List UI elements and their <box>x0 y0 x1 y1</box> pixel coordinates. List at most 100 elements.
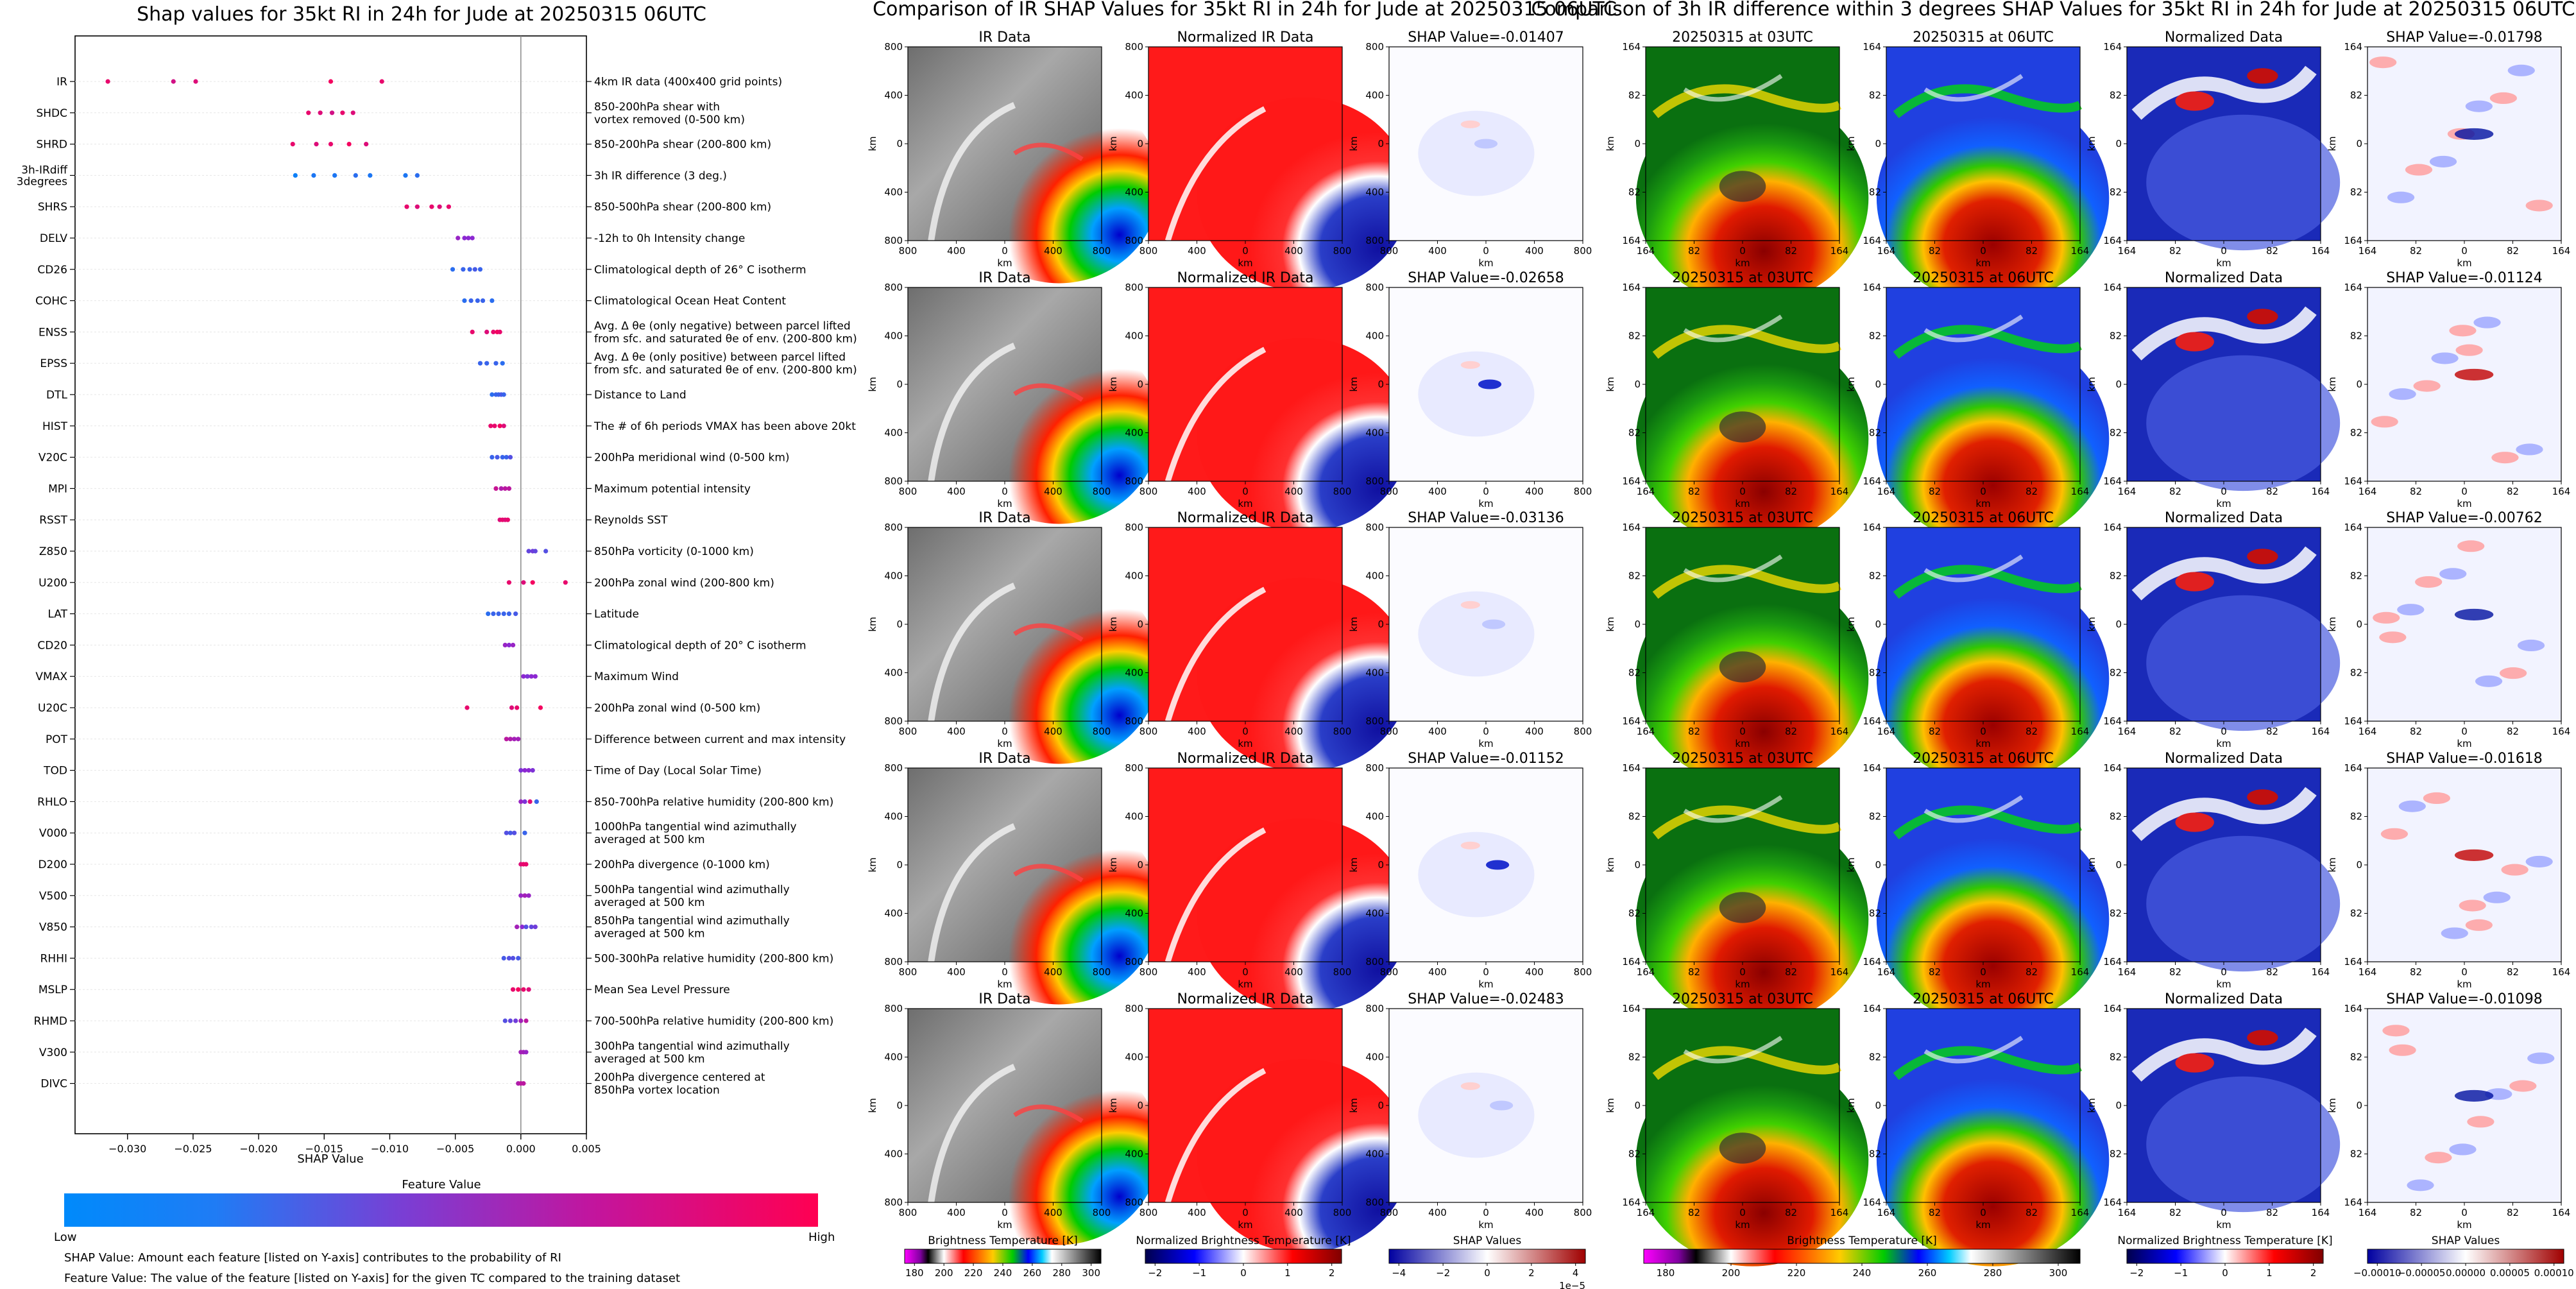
panel-x-tick-label: 164 <box>1830 726 1849 737</box>
panel-y-axis-label: km <box>1605 857 1616 872</box>
feature-description: Avg. Δ θe (only negative) between parcel… <box>594 320 851 332</box>
panel-y-tick-label: 164 <box>2344 1197 2362 1208</box>
feature-description: vortex removed (0-500 km) <box>594 114 745 126</box>
colorbar-tick-label: 240 <box>994 1267 1012 1279</box>
diffshap-patch <box>2499 667 2527 679</box>
shap-point <box>506 580 512 585</box>
panel-y-tick-label: 164 <box>1622 1197 1641 1208</box>
feature-label: V000 <box>39 827 67 840</box>
diffshap-patch <box>2387 191 2415 203</box>
diffshap-patch <box>2423 792 2451 805</box>
shap-point <box>492 423 497 429</box>
diff-white-band <box>1683 554 1783 583</box>
shap-point <box>521 1081 526 1086</box>
feature-description: 500hPa tangential wind azimuthally <box>594 884 790 896</box>
panel-y-tick-label: 400 <box>884 187 903 198</box>
diff-cold-core <box>1719 892 1766 923</box>
panel-x-axis-label: km <box>997 498 1012 509</box>
feature-description: Maximum Wind <box>594 670 679 683</box>
panel-y-tick-label: 82 <box>1628 570 1641 582</box>
panel-y-tick-label: 164 <box>1622 956 1641 968</box>
colorbar-tick-label: 1 <box>1284 1267 1291 1279</box>
irdiff-panel-title: SHAP Value=-0.01098 <box>2386 991 2543 1007</box>
shap-point <box>490 392 495 397</box>
panel-x-tick-label: 164 <box>2358 726 2377 737</box>
panel-x-tick-label: 82 <box>2507 486 2519 497</box>
panel-y-tick-label: 0 <box>896 138 903 149</box>
panel-y-axis-label: km <box>2086 136 2097 151</box>
panel-y-tick-label: 400 <box>1365 330 1384 342</box>
panel-x-tick-label: 82 <box>2026 726 2038 737</box>
panel-y-tick-label: 800 <box>1125 715 1143 727</box>
shap-point <box>414 204 420 209</box>
colorbar-tick-label: 0 <box>2222 1267 2228 1279</box>
feature-value-colorbar-title: Feature Value <box>402 1178 481 1191</box>
panel-x-tick-label: 82 <box>2169 486 2181 497</box>
diffshap-patch <box>2382 1025 2410 1037</box>
panel-y-axis-label: km <box>1107 1098 1119 1113</box>
feature-description: Maximum potential intensity <box>594 482 751 495</box>
shap-point <box>496 611 501 617</box>
shap-point <box>524 862 529 867</box>
panel-y-tick-label: 82 <box>2350 90 2362 101</box>
panel-y-tick-label: 800 <box>1365 1197 1384 1208</box>
panel-y-tick-label: 0 <box>1634 138 1641 149</box>
diffshap-patch <box>2389 1044 2416 1056</box>
shap-x-axis: −0.030 −0.025 −0.020 −0.015 −0.010 −0.005 0.00… <box>108 1134 601 1155</box>
shap-point <box>314 142 319 147</box>
feature-label: SHRD <box>37 139 67 151</box>
feature-label: V20C <box>38 452 67 465</box>
feature-description: Avg. Δ θe (only positive) between parcel… <box>594 351 846 364</box>
irdiff-panel-title: SHAP Value=-0.01124 <box>2386 270 2543 286</box>
shap-point <box>493 361 499 366</box>
shap-point <box>468 298 473 303</box>
shap-point <box>512 830 517 835</box>
shap-point <box>318 110 323 115</box>
diffshap-patch <box>2407 1179 2434 1191</box>
panel-x-axis-label: km <box>2457 1219 2471 1231</box>
panel-x-tick-label: 82 <box>1688 966 1700 978</box>
ir-core-band <box>1013 864 1084 883</box>
feature-label: V850 <box>39 921 67 934</box>
feature-value-high-label: High <box>808 1231 835 1244</box>
shap-point <box>526 987 531 992</box>
panel-x-tick-label: 0 <box>1980 726 1986 737</box>
panel-y-tick-label: 400 <box>1365 1148 1384 1160</box>
diffshap-patch <box>2516 443 2543 456</box>
panel-x-axis-label: km <box>1478 978 1493 990</box>
shap-point <box>475 298 480 303</box>
panel-y-tick-label: 400 <box>1125 90 1143 101</box>
feature-description: Difference between current and max inten… <box>594 733 846 746</box>
diffshap-patch <box>2441 927 2468 939</box>
panel-x-tick-label: 400 <box>1428 486 1447 497</box>
panel-x-tick-label: 0 <box>1483 486 1489 497</box>
shap-point <box>522 799 527 804</box>
shap-point <box>529 674 534 679</box>
feature-description: from sfc. and saturated θe of env. (200-… <box>594 332 857 345</box>
diffshap-patch <box>2501 864 2529 876</box>
shap-x-tick-label: −0.025 <box>174 1143 212 1155</box>
colorbar-tick-label: 0.00000 <box>2446 1267 2486 1279</box>
panel-x-tick-label: 800 <box>1093 726 1111 737</box>
feature-description: 850-200hPa shear with <box>594 101 720 114</box>
panel-y-axis-label: km <box>1605 136 1616 151</box>
shap-point <box>502 642 508 648</box>
panel-y-tick-label: 164 <box>2103 522 2122 533</box>
diffshap-patch <box>2483 891 2511 903</box>
diff-cold-core <box>1719 1132 1766 1164</box>
panel-y-tick-label: 0 <box>1875 1100 1881 1111</box>
ir-core-band <box>1013 383 1084 402</box>
panel-x-tick-label: 400 <box>1428 966 1447 978</box>
colorbar-tick-label: 260 <box>1918 1267 1937 1279</box>
diffshap-hotspot <box>2454 849 2494 861</box>
panel-y-tick-label: 400 <box>1365 908 1384 919</box>
panel-x-axis-label: km <box>1478 1219 1493 1231</box>
panel-x-tick-label: 82 <box>2169 726 2181 737</box>
panel-y-tick-label: 400 <box>884 570 903 582</box>
